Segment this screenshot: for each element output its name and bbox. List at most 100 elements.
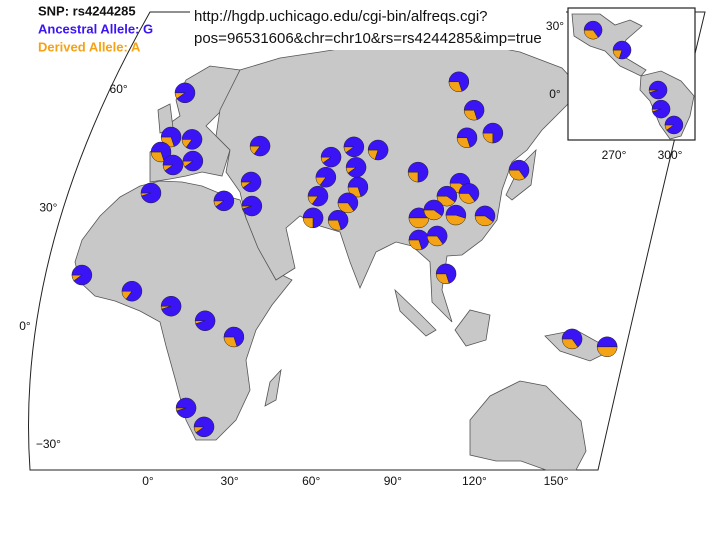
ancestral-wedge	[583, 20, 603, 38]
pie	[367, 139, 389, 161]
ancestral-wedge	[249, 135, 271, 157]
pie	[194, 310, 216, 332]
derived-wedge	[423, 209, 443, 221]
ancestral-wedge	[664, 115, 684, 135]
pie	[249, 135, 271, 157]
ancestral-wedge	[651, 99, 671, 119]
pie	[423, 199, 445, 221]
pie	[337, 192, 359, 214]
ancestral-wedge	[162, 154, 184, 176]
pie	[583, 20, 603, 40]
ancestral-wedge	[337, 192, 359, 212]
ancestral-wedge	[596, 336, 618, 348]
ancestral-wedge	[160, 295, 182, 317]
ancestral-wedge	[343, 136, 365, 158]
ancestral-wedge	[240, 171, 262, 193]
ancestral-wedge	[71, 264, 93, 286]
pie	[193, 416, 215, 438]
lat-tick-label: 30°	[546, 19, 564, 33]
africa	[74, 180, 293, 441]
derived-wedge	[408, 217, 430, 229]
ancestral-wedge	[448, 71, 470, 92]
ancestral-wedge	[213, 190, 235, 212]
lon-tick-label: 30°	[221, 474, 239, 488]
ancestral-wedge	[174, 82, 196, 104]
ancestral-wedge	[307, 185, 329, 207]
lon-tick-label: 60°	[302, 474, 320, 488]
ancestral-wedge	[426, 225, 448, 245]
ancestral-wedge	[561, 328, 583, 348]
snp-label: SNP: rs4244285	[38, 3, 136, 18]
ancestral-wedge	[160, 126, 182, 147]
pie	[508, 159, 530, 181]
ancestral-wedge	[458, 183, 480, 202]
ancestral-wedge	[345, 157, 367, 178]
derived-wedge	[561, 338, 579, 350]
pie	[150, 141, 172, 163]
pie	[182, 150, 204, 172]
derived-wedge	[508, 169, 526, 181]
pie	[612, 40, 632, 60]
ancestral-wedge	[140, 182, 162, 204]
pie	[448, 71, 470, 92]
pie	[408, 229, 430, 251]
ancestral-wedge	[435, 263, 457, 284]
pie	[240, 171, 262, 193]
pie	[407, 161, 429, 183]
lon-tick-label: 150°	[544, 474, 569, 488]
pie	[596, 336, 618, 358]
ancestral-wedge	[474, 205, 496, 223]
pie	[648, 80, 668, 100]
pie	[458, 183, 480, 204]
ancestral-wedge	[612, 40, 632, 60]
ancestral-wedge	[407, 161, 429, 183]
ancestral-wedge	[315, 166, 337, 188]
lat-tick-label: −30°	[36, 437, 61, 451]
pie	[347, 176, 369, 198]
derived-wedge	[596, 346, 618, 358]
lat-tick-label: 60°	[110, 82, 128, 96]
pie	[463, 99, 485, 121]
derived-label: Derived Allele: A	[38, 39, 141, 54]
pie	[426, 225, 448, 247]
ancestral-label: Ancestral Allele: G	[38, 21, 153, 36]
ancestral-wedge	[193, 416, 215, 438]
pie	[456, 127, 478, 148]
pie	[71, 264, 93, 286]
derived-wedge	[474, 215, 494, 227]
ancestral-wedge	[181, 129, 203, 150]
pie	[213, 190, 235, 212]
sumatra	[394, 288, 437, 337]
pie	[445, 204, 467, 226]
ancestral-wedge	[456, 127, 478, 148]
ancestral-wedge	[463, 99, 485, 120]
pie	[651, 99, 671, 119]
pie	[302, 207, 324, 229]
pie	[181, 129, 203, 150]
pie	[327, 209, 349, 231]
lon-tick-label: 0°	[142, 474, 154, 488]
pie	[320, 146, 342, 168]
ancestral-wedge	[445, 204, 467, 219]
lon-tick-label: 270°	[602, 148, 627, 162]
lat-tick-label: 0°	[549, 87, 561, 101]
ancestral-wedge	[347, 176, 369, 197]
derived-wedge	[458, 193, 476, 204]
ancestral-wedge	[648, 80, 668, 100]
lon-tick-label: 120°	[462, 474, 487, 488]
derived-wedge	[426, 235, 444, 247]
lat-tick-label: 30°	[39, 201, 57, 215]
url-line: http://hgdp.uchicago.edu/cgi-bin/alfreqs…	[194, 8, 488, 25]
lon-tick-label: 90°	[384, 474, 402, 488]
pie	[121, 280, 143, 302]
ancestral-wedge	[508, 159, 530, 179]
borneo	[454, 309, 491, 347]
pie	[474, 205, 496, 227]
pie	[315, 166, 337, 188]
australia	[469, 380, 587, 471]
pie	[345, 157, 367, 178]
pie	[223, 326, 245, 348]
pie	[140, 182, 162, 204]
lat-tick-label: 0°	[19, 319, 31, 333]
